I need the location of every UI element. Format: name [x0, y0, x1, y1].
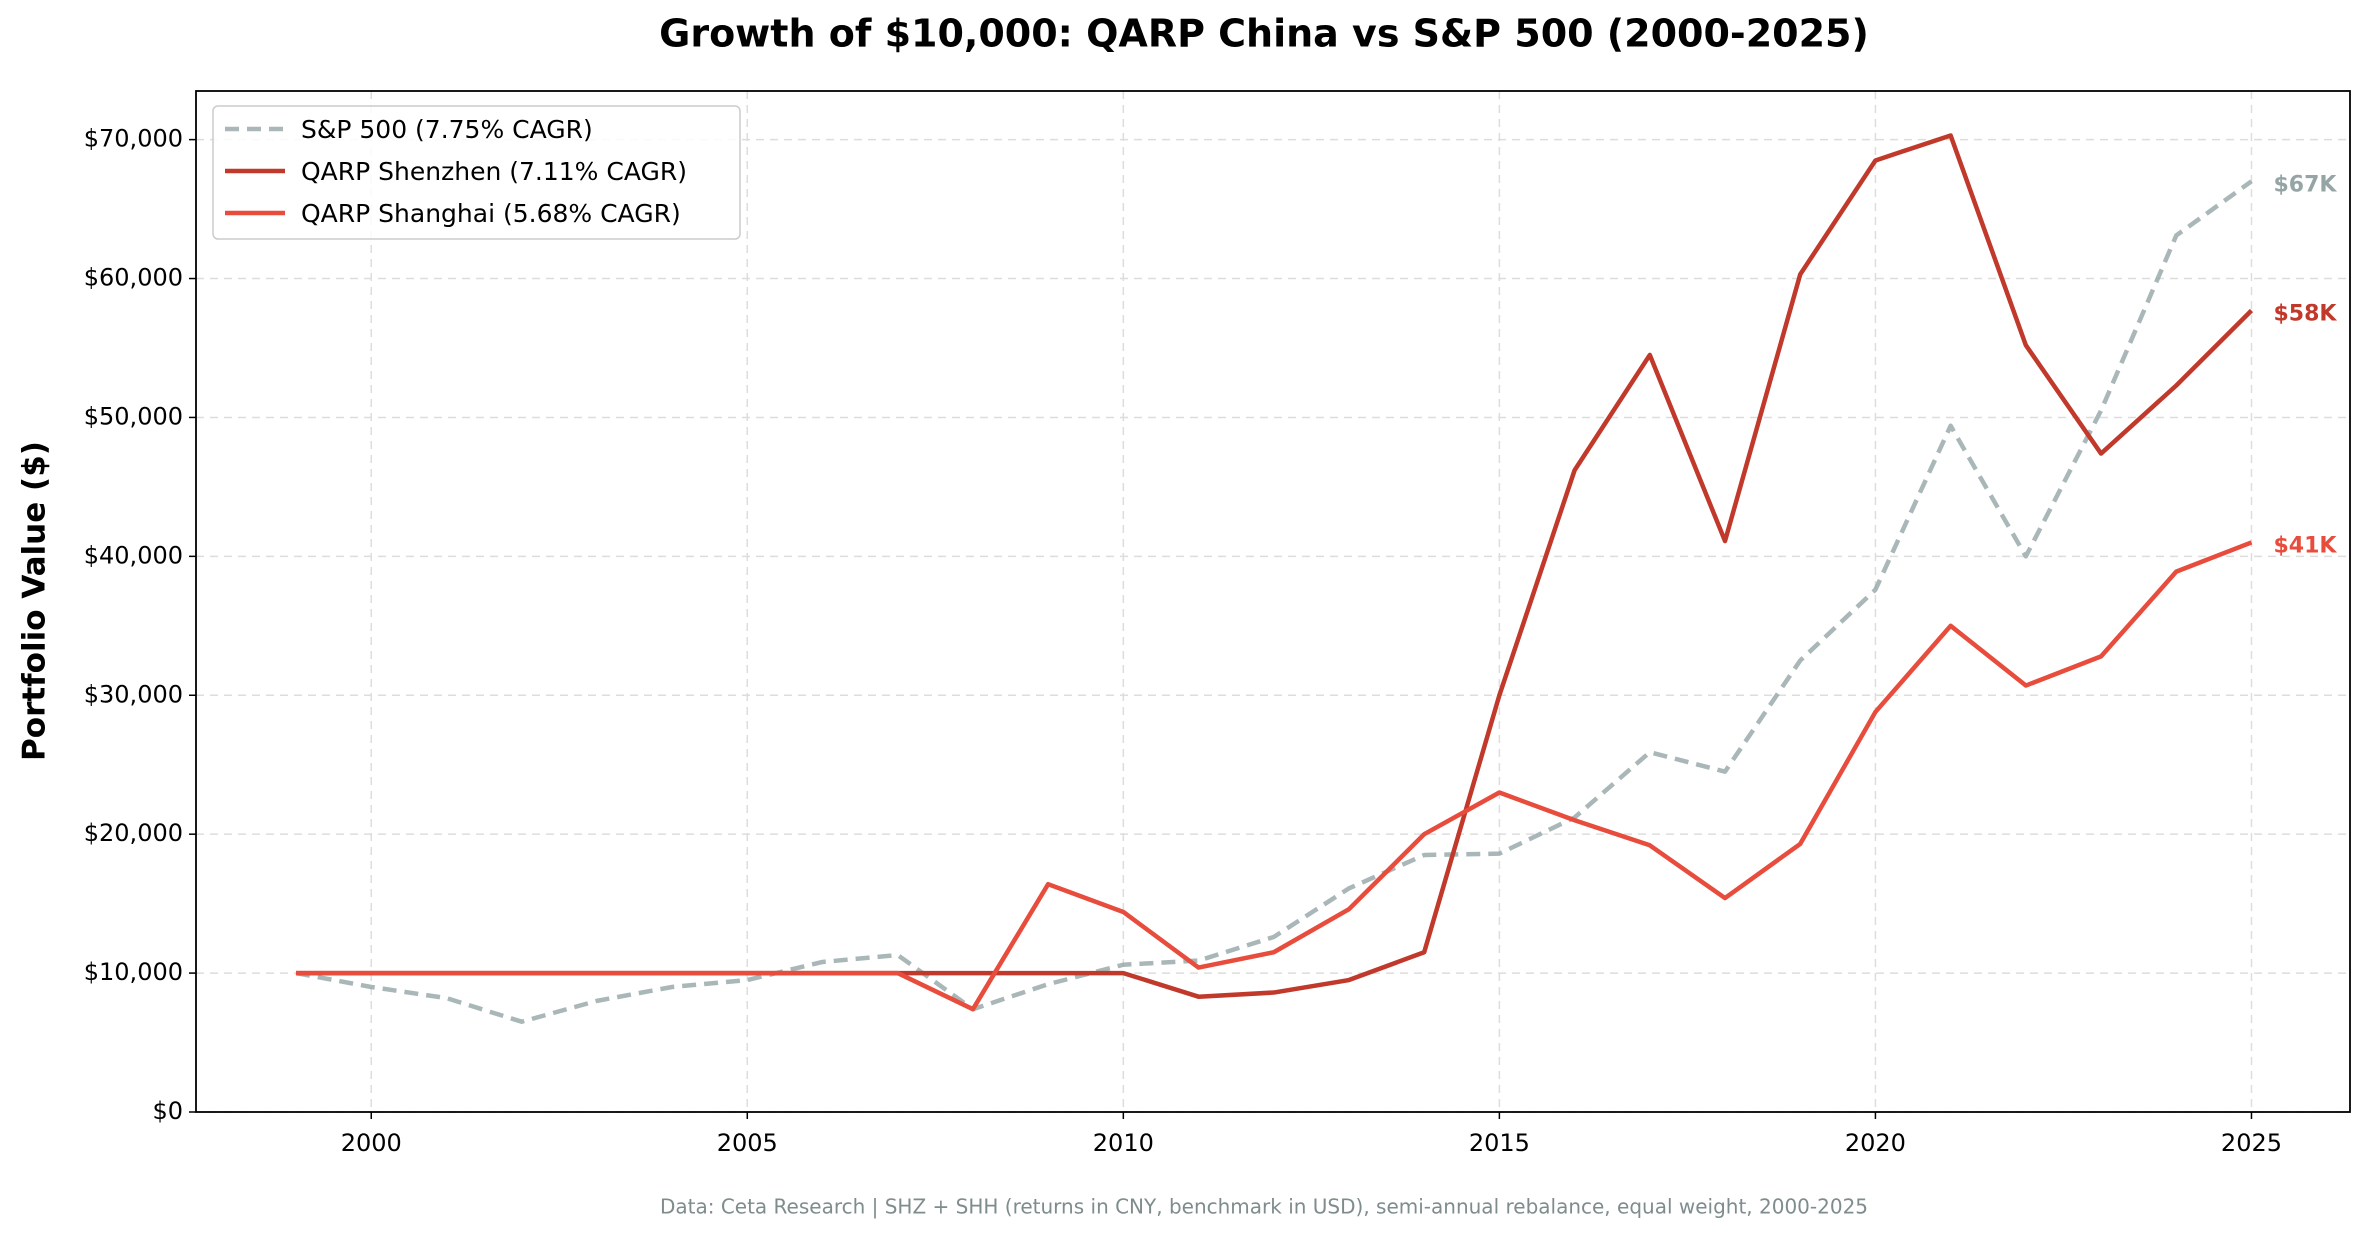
x-tick-label: 2020: [1845, 1129, 1906, 1157]
legend-label: S&P 500 (7.75% CAGR): [301, 115, 593, 144]
end-label: $67K: [2273, 172, 2337, 197]
x-tick-label: 2015: [1469, 1129, 1530, 1157]
line-series: [295, 179, 2253, 1024]
y-tick-label: $40,000: [84, 541, 183, 569]
line-series: [296, 540, 2253, 1012]
y-tick-label: $20,000: [84, 819, 183, 847]
footnote: Data: Ceta Research | SHZ + SHH (returns…: [660, 1195, 1868, 1219]
y-tick-label: $70,000: [84, 125, 183, 153]
x-tick-label: 2010: [1093, 1129, 1154, 1157]
y-tick-label: $30,000: [84, 680, 183, 708]
x-tick-label: 2000: [341, 1129, 402, 1157]
chart-title: Growth of $10,000: QARP China vs S&P 500…: [659, 12, 1869, 56]
line-series: [296, 133, 2254, 999]
x-tick-label: 2005: [717, 1129, 778, 1157]
y-tick-label: $50,000: [84, 402, 183, 430]
end-label: $58K: [2273, 301, 2337, 326]
y-tick-label: $10,000: [84, 958, 183, 986]
plot-frame: [195, 90, 2351, 1113]
end-label: $41K: [2273, 533, 2337, 558]
y-tick-label: $0: [152, 1097, 183, 1125]
legend-box: [212, 105, 741, 240]
y-axis-label: Portfolio Value ($): [17, 441, 53, 761]
legend-label: QARP Shenzhen (7.11% CAGR): [301, 157, 687, 186]
x-tick-label: 2025: [2221, 1129, 2282, 1157]
y-tick-label: $60,000: [84, 264, 183, 292]
legend-label: QARP Shanghai (5.68% CAGR): [301, 199, 681, 228]
